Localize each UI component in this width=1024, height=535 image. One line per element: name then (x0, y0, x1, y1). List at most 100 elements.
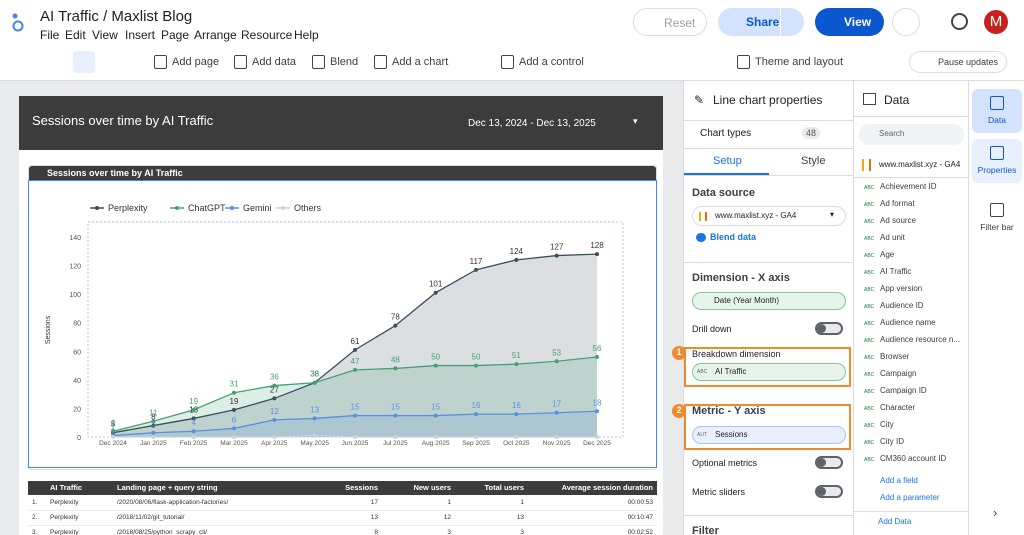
selection-box (28, 180, 657, 468)
divider (854, 177, 969, 178)
chart-types-label[interactable]: Chart types (700, 128, 752, 139)
x-tick-label: Jan 2025 (140, 440, 167, 447)
x-tick-label: Apr 2025 (261, 440, 288, 447)
report-banner: Sessions over time by AI Traffic Dec 13, … (19, 96, 663, 150)
rail-button[interactable]: Data (972, 89, 1022, 133)
rail-label: Data (988, 115, 1006, 125)
point (232, 390, 236, 395)
data-label: 19 (230, 397, 239, 406)
field[interactable]: Audience resource n... (880, 335, 961, 344)
ds-icon (699, 212, 707, 221)
y-tick-label: 120 (69, 264, 81, 271)
menu-item[interactable]: Edit (65, 28, 86, 42)
field[interactable]: CM360 account ID (880, 454, 947, 463)
tab[interactable]: Setup (713, 155, 742, 167)
doc-title[interactable]: AI Traffic / Maxlist Blog (40, 8, 193, 25)
point (433, 435, 438, 439)
toolbar-item[interactable]: Add a chart (392, 56, 449, 68)
field[interactable]: Campaign ID (880, 386, 927, 395)
field[interactable]: Audience name (880, 318, 936, 327)
table-cell: Perplexity (50, 514, 79, 521)
chart-title: Sessions over time by AI Traffic (47, 168, 183, 178)
field[interactable]: Ad source (880, 216, 917, 225)
menu-item[interactable]: Page (161, 28, 190, 42)
toolbar-item[interactable]: Add data (252, 56, 297, 68)
data-label: 15 (391, 403, 400, 412)
logo-dot (12, 20, 24, 32)
select-tool[interactable] (73, 51, 95, 73)
field[interactable]: Age (880, 250, 895, 259)
reset-button[interactable]: Reset (633, 8, 707, 36)
point (232, 435, 236, 439)
table-cell: 1 (447, 499, 451, 506)
field[interactable]: City (880, 420, 894, 429)
dimension-chip[interactable]: Date (Year Month) (692, 292, 846, 310)
view-button[interactable]: View (815, 8, 884, 36)
data-source-select[interactable]: www.maxlist.xyz - GA4 ▾ (692, 206, 846, 226)
data-label: 6 (232, 415, 237, 424)
field-type: ABC (864, 219, 875, 225)
help-button[interactable] (951, 13, 968, 30)
toolbar-item[interactable]: Add page (172, 56, 220, 68)
rail-icon (990, 96, 1004, 110)
add-data[interactable]: Add Data (878, 517, 912, 526)
table-cell: 3 (447, 529, 451, 535)
rail-button[interactable]: Properties (972, 139, 1022, 183)
field[interactable]: Campaign (880, 369, 917, 378)
x-tick-label: Feb 2025 (180, 440, 208, 447)
toggle[interactable] (815, 456, 843, 469)
avatar[interactable]: M (984, 10, 1008, 34)
search-box[interactable]: Search (859, 124, 964, 145)
field[interactable]: Character (880, 403, 916, 412)
rail-button[interactable]: Filter bar (972, 196, 1022, 240)
field[interactable]: Achievement ID (880, 182, 937, 191)
point (191, 429, 196, 434)
metric-chip[interactable]: AUT Sessions (692, 426, 846, 444)
toolbar-icon (374, 55, 387, 69)
data-label: 1 (111, 423, 116, 432)
menu-item[interactable]: Help (294, 28, 319, 42)
field[interactable]: City ID (880, 437, 904, 446)
toggle[interactable] (815, 485, 843, 498)
field-type: ABC (864, 304, 875, 310)
table-cell: 12 (443, 514, 451, 521)
chip-label: AI Traffic (715, 367, 747, 376)
menu-item[interactable]: Resource (241, 28, 293, 42)
toolbar-item[interactable]: Add a control (519, 56, 584, 68)
x-tick-label: Jul 2025 (383, 440, 408, 447)
toolbar-item[interactable]: Blend (330, 56, 359, 68)
tab[interactable]: Style (801, 155, 826, 167)
data-label: 3 (111, 420, 116, 429)
field[interactable]: Ad format (880, 199, 915, 208)
share-button[interactable]: Share (718, 8, 804, 36)
data-label: 50 (431, 353, 440, 362)
add-field[interactable]: Add a field (880, 476, 918, 485)
table-cell: 17 (370, 499, 378, 506)
y-tick-label: 0 (77, 435, 81, 442)
field[interactable]: Ad unit (880, 233, 905, 242)
field[interactable]: AI Traffic (880, 267, 912, 276)
field[interactable]: Browser (880, 352, 910, 361)
table-cell: 13 (516, 514, 524, 521)
field[interactable]: Audience ID (880, 301, 924, 310)
date-range[interactable]: Dec 13, 2024 - Dec 13, 2025 (468, 118, 596, 129)
more-button[interactable] (892, 8, 920, 36)
menu-item[interactable]: View (92, 28, 118, 42)
toolbar-item[interactable]: Theme and layout (755, 56, 844, 68)
divider (684, 175, 854, 176)
field-type: ABC (864, 185, 875, 191)
add-parameter[interactable]: Add a parameter (880, 493, 940, 502)
pause-button[interactable]: Pause updates (909, 51, 1007, 73)
point (554, 410, 559, 415)
menu-item[interactable]: Insert (125, 28, 156, 42)
point (514, 435, 519, 439)
field[interactable]: App version (880, 284, 923, 293)
point (474, 267, 478, 272)
blend-link[interactable]: Blend data (710, 232, 757, 242)
toggle[interactable] (815, 322, 843, 335)
divider (854, 511, 969, 512)
breakdown-chip[interactable]: ABC AI Traffic (692, 363, 846, 381)
point (191, 416, 196, 421)
menu-item[interactable]: Arrange (194, 28, 237, 42)
menu-item[interactable]: File (40, 28, 60, 42)
